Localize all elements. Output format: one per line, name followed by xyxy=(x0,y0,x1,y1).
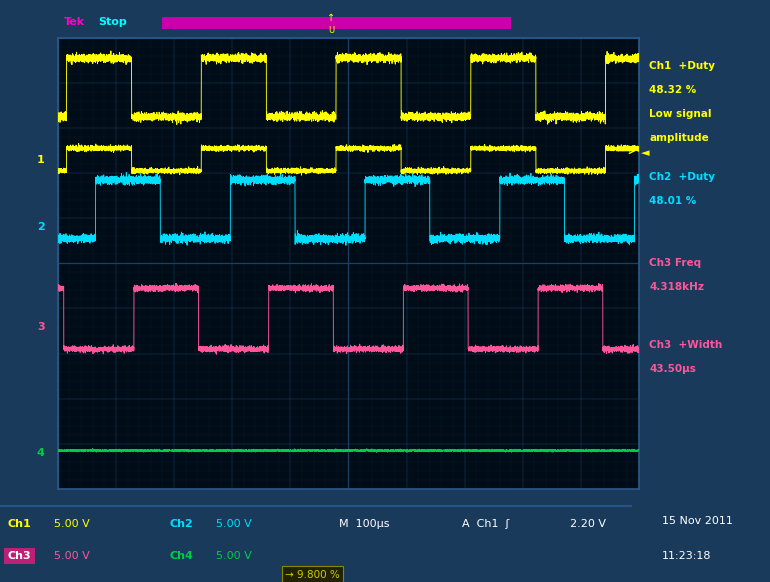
Text: Ch4: Ch4 xyxy=(169,551,193,561)
Text: M  100μs: M 100μs xyxy=(339,519,390,529)
Text: Ch1: Ch1 xyxy=(8,519,32,529)
Text: 43.50μs: 43.50μs xyxy=(649,364,696,374)
Bar xyxy=(162,17,511,29)
Text: 5.00 V: 5.00 V xyxy=(216,519,251,529)
Text: Tek: Tek xyxy=(64,17,85,27)
Text: 48.32 %: 48.32 % xyxy=(649,86,697,95)
Text: Ch2: Ch2 xyxy=(169,519,193,529)
Text: 5.00 V: 5.00 V xyxy=(54,551,89,561)
Text: 5.00 V: 5.00 V xyxy=(54,519,89,529)
Text: 4.318kHz: 4.318kHz xyxy=(649,282,705,292)
Text: 48.01 %: 48.01 % xyxy=(649,196,697,206)
Text: A  Ch1  ʃ: A Ch1 ʃ xyxy=(462,519,509,529)
Text: 2: 2 xyxy=(37,222,45,232)
Text: Ch3 Freq: Ch3 Freq xyxy=(649,258,701,268)
Text: ◄: ◄ xyxy=(641,148,649,158)
Text: Ch2  +Duty: Ch2 +Duty xyxy=(649,172,715,182)
Text: ↑: ↑ xyxy=(327,13,335,23)
Text: 1: 1 xyxy=(37,155,45,165)
Text: 3: 3 xyxy=(37,321,45,332)
Text: 15 Nov 2011: 15 Nov 2011 xyxy=(662,516,733,527)
Text: → 9.800 %: → 9.800 % xyxy=(285,570,340,580)
Text: 11:23:18: 11:23:18 xyxy=(662,551,711,561)
Text: Ch3: Ch3 xyxy=(8,551,32,561)
Text: 5.00 V: 5.00 V xyxy=(216,551,251,561)
Text: Ch1  +Duty: Ch1 +Duty xyxy=(649,61,715,72)
Text: Ch3  +Width: Ch3 +Width xyxy=(649,340,722,350)
Text: 4: 4 xyxy=(37,448,45,458)
Text: Stop: Stop xyxy=(99,17,127,27)
Text: Low signal: Low signal xyxy=(649,109,711,119)
Text: amplitude: amplitude xyxy=(649,133,709,143)
Text: U: U xyxy=(328,26,334,35)
Text: 2.20 V: 2.20 V xyxy=(570,519,606,529)
